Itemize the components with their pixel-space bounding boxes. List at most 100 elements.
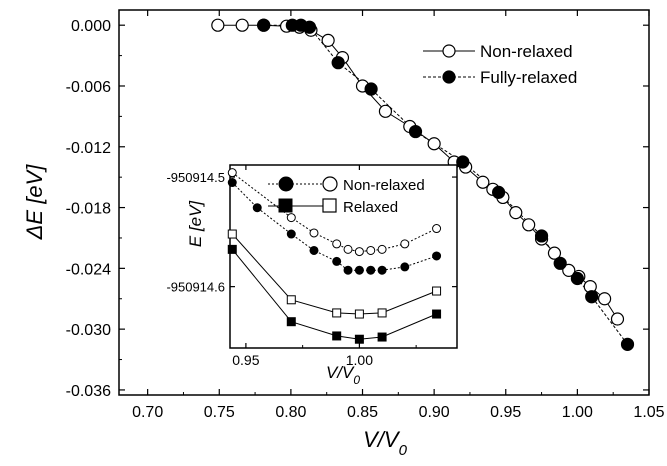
- inset-series-line-relaxed: [231, 233, 437, 315]
- data-point-fully-relaxed: [257, 18, 271, 32]
- y-axis-label: ΔE [eV]: [22, 164, 47, 241]
- inset-data-point-relaxed: [332, 331, 342, 341]
- inset-data-point-non-relaxed: [227, 178, 237, 188]
- data-point-fully-relaxed: [534, 229, 549, 243]
- data-point-fully-relaxed: [585, 290, 599, 304]
- legend-label-fully-relaxed: Fully-relaxed: [480, 68, 577, 87]
- inset-data-point-relaxed: [332, 308, 342, 318]
- inset-x-axis-label-main: V/V: [326, 363, 355, 382]
- inset-data-point-relaxed: [377, 332, 387, 342]
- y-tick-label: -0.036: [66, 383, 111, 400]
- inset-x-tick-label: 1.00: [346, 352, 373, 368]
- inset-x-axis-label: V/V0: [326, 363, 360, 387]
- y-tick-label: 0.000: [71, 18, 111, 35]
- inset-data-point-relaxed: [354, 334, 364, 344]
- inset-x-tick-label: 0.95: [232, 352, 259, 368]
- data-point-non-relaxed: [427, 137, 441, 151]
- x-tick-label: 0.70: [132, 404, 163, 421]
- inset-y-axis-label: E [eV]: [186, 200, 205, 248]
- inset-data-point-non-relaxed: [332, 256, 342, 266]
- data-point-non-relaxed: [235, 18, 249, 32]
- inset-legend-marker-non-relaxed-filled: [278, 176, 294, 192]
- x-tick-label: 1.00: [562, 404, 593, 421]
- inset-data-point-relaxed: [227, 229, 237, 239]
- data-point-fully-relaxed: [364, 82, 378, 96]
- inset-data-point-non-relaxed: [432, 251, 442, 261]
- inset-series-line-relaxed: [231, 249, 437, 340]
- x-axis-label-subscript: 0: [399, 442, 408, 459]
- data-point-non-relaxed: [378, 104, 393, 118]
- inset-y-tick-label: -950914.6: [166, 280, 225, 295]
- y-tick-label: -0.006: [66, 79, 111, 96]
- inset-legend: Non-relaxed Relaxed: [268, 176, 425, 216]
- inset-data-point-non-relaxed: [227, 168, 237, 178]
- data-point-fully-relaxed: [570, 271, 584, 286]
- inset-data-point-non-relaxed: [343, 244, 353, 254]
- data-point-fully-relaxed: [302, 20, 317, 34]
- inset-plot-background: [230, 165, 457, 348]
- data-point-non-relaxed: [321, 33, 335, 47]
- legend-marker-non-relaxed: [442, 44, 456, 58]
- inset-data-point-non-relaxed: [377, 265, 387, 275]
- data-point-fully-relaxed: [553, 256, 567, 270]
- inset-legend-label-relaxed: Relaxed: [343, 199, 398, 216]
- data-point-fully-relaxed: [408, 124, 423, 139]
- inset-data-point-non-relaxed: [252, 203, 262, 213]
- inset-data-point-non-relaxed: [432, 224, 442, 234]
- y-tick-label: -0.018: [66, 201, 111, 218]
- inset-data-point-non-relaxed: [332, 239, 342, 249]
- x-axis-label-main: V/V: [363, 427, 401, 452]
- x-tick-label: 0.75: [204, 404, 235, 421]
- inset-series-line-non-relaxed: [231, 172, 437, 253]
- data-point-non-relaxed: [562, 263, 576, 277]
- inset-data-point-relaxed: [286, 295, 296, 305]
- inset-data-point-non-relaxed: [400, 262, 410, 272]
- inset-data-point-relaxed: [286, 317, 296, 327]
- data-point-non-relaxed: [211, 18, 225, 32]
- inset-legend-marker-relaxed-open: [322, 198, 337, 213]
- x-tick-label: 0.85: [347, 404, 378, 421]
- inset-legend-marker-non-relaxed-open: [322, 176, 338, 192]
- y-tick-label: -0.012: [66, 140, 111, 157]
- inset-data-point-non-relaxed: [366, 245, 376, 255]
- data-point-fully-relaxed: [620, 337, 635, 351]
- data-point-fully-relaxed: [491, 185, 506, 199]
- x-tick-label: 0.95: [490, 404, 521, 421]
- x-tick-label: 0.80: [275, 404, 306, 421]
- x-tick-label: 0.90: [419, 404, 450, 421]
- data-point-non-relaxed: [610, 312, 625, 326]
- legend: Non-relaxed Fully-relaxed: [423, 42, 577, 87]
- inset-legend-marker-relaxed-filled: [278, 198, 293, 213]
- y-tick-label: -0.030: [66, 322, 111, 339]
- data-point-non-relaxed: [509, 206, 523, 220]
- inset-data-point-non-relaxed: [400, 239, 410, 249]
- inset-data-point-non-relaxed: [343, 265, 353, 275]
- legend-label-non-relaxed: Non-relaxed: [480, 42, 573, 61]
- main-plot-frame: [118, 9, 650, 396]
- x-tick-label: 1.05: [633, 404, 664, 421]
- inset-data-point-relaxed: [354, 309, 364, 319]
- data-point-fully-relaxed: [456, 155, 470, 169]
- inset-plot-frame: [229, 164, 458, 349]
- legend-marker-fully-relaxed: [442, 70, 456, 84]
- data-point-fully-relaxed: [331, 56, 345, 70]
- inset-data-point-non-relaxed: [366, 265, 376, 275]
- inset-data-point-non-relaxed: [354, 265, 364, 275]
- inset-data-point-relaxed: [377, 308, 387, 318]
- inset-legend-label-non-relaxed: Non-relaxed: [343, 177, 425, 194]
- data-point-non-relaxed: [476, 175, 490, 189]
- inset-data-point-relaxed: [432, 309, 442, 319]
- inset-y-tick-label: -950914.5: [166, 170, 225, 185]
- inset-data-point-relaxed: [432, 286, 442, 296]
- data-point-non-relaxed: [522, 218, 536, 232]
- inset-data-point-non-relaxed: [377, 244, 387, 254]
- inset-data-point-non-relaxed: [309, 228, 319, 238]
- y-tick-label: -0.024: [66, 261, 111, 278]
- main-plot: 0.70 0.75 0.80 0.85 0.90 0.95 1.00 1.05 0.000 -0.…: [22, 9, 665, 459]
- inset-plot: 0.95 1.00 -950914.5 -950914.6 E [eV] V/V0 N…: [166, 164, 458, 387]
- inset-data-point-non-relaxed: [286, 229, 296, 239]
- inset-series-line-non-relaxed: [231, 182, 437, 271]
- data-point-non-relaxed: [547, 246, 562, 260]
- x-axis-label: V/V0: [363, 427, 407, 459]
